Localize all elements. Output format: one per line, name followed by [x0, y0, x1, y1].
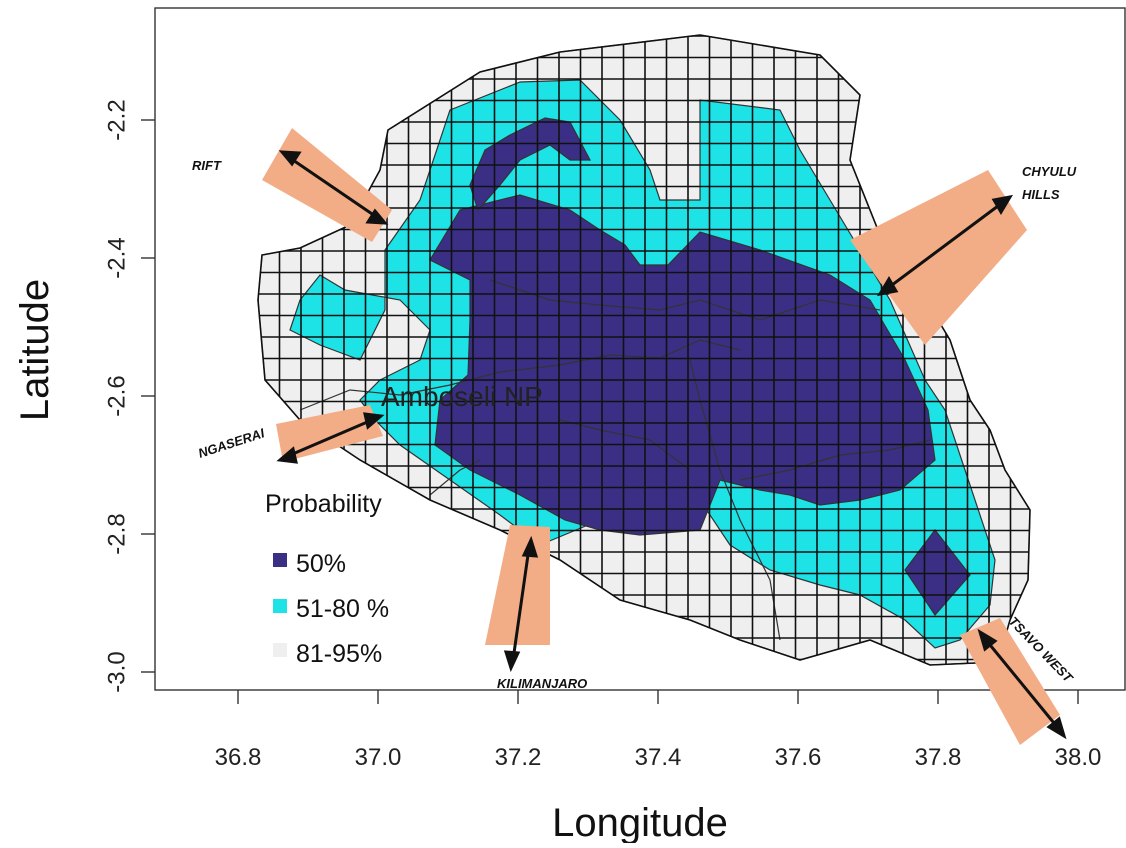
legend-label-81-95: 81-95% [296, 640, 382, 668]
arrowhead-icon [991, 194, 1014, 215]
legend-title: Probability [265, 490, 382, 518]
corridor-arrows [276, 150, 1067, 740]
x-tick-label: 36.8 [215, 744, 262, 771]
legend-swatch-81-95 [273, 643, 287, 657]
arrow-tsavo [984, 639, 1060, 729]
arrow-rift [289, 156, 379, 220]
y-tick-label: -2.2 [103, 99, 130, 140]
arrowhead-icon [276, 446, 298, 464]
x-tick-label: 37.4 [635, 744, 682, 771]
arrowhead-icon [365, 208, 389, 225]
x-tick-label: 37.0 [355, 744, 402, 771]
corridor-label-chyulu-1: CHYULU [1022, 164, 1077, 179]
y-tick-label: -3.0 [103, 651, 130, 692]
x-tick-label: 37.8 [915, 744, 962, 771]
y-tick-label: -2.6 [103, 375, 130, 416]
x-axis-title: Longitude [552, 801, 728, 843]
arrowhead-icon [278, 150, 302, 167]
corridor-label-rift: RIFT [192, 158, 222, 173]
study-area-outline [257, 34, 1031, 666]
arrowhead-icon [977, 628, 998, 652]
x-axis: 36.8 37.0 37.2 37.4 37.6 37.8 38.0 [215, 690, 1102, 771]
arrow-kilimanjaro [511, 547, 531, 661]
x-tick-label: 38.0 [1055, 744, 1102, 771]
corridor-wedge-chyulu [850, 170, 1027, 345]
legend-swatch-51-80 [273, 599, 287, 613]
legend-label-50: 50% [296, 550, 346, 578]
zone-50-core [429, 194, 936, 536]
x-tick-label: 37.6 [775, 744, 822, 771]
corridor-label-kilimanjaro: KILIMANJARO [497, 676, 587, 691]
y-axis: -2.2 -2.4 -2.6 -2.8 -3.0 [103, 99, 155, 693]
y-axis-title: Latitude [13, 279, 57, 421]
arrow-chyulu [887, 201, 1003, 290]
arrowhead-icon [1046, 716, 1067, 740]
arrowhead-icon [876, 276, 899, 297]
arrowhead-icon [521, 535, 539, 558]
arrowhead-icon [503, 650, 521, 673]
x-tick-label: 37.2 [495, 744, 542, 771]
corridor-wedge-ngaserai [276, 405, 383, 462]
park-label: Amboseli NP [381, 381, 543, 412]
arrowhead-icon [363, 412, 385, 430]
y-tick-label: -2.8 [103, 513, 130, 554]
legend: Probability 50% 51-80 % 81-95% [265, 490, 389, 668]
arrow-ngaserai [287, 418, 373, 458]
corridor-label-chyulu-2: HILLS [1022, 187, 1060, 202]
y-tick-label: -2.4 [103, 237, 130, 278]
legend-label-51-80: 51-80 % [296, 595, 389, 623]
legend-swatch-50 [273, 553, 287, 567]
